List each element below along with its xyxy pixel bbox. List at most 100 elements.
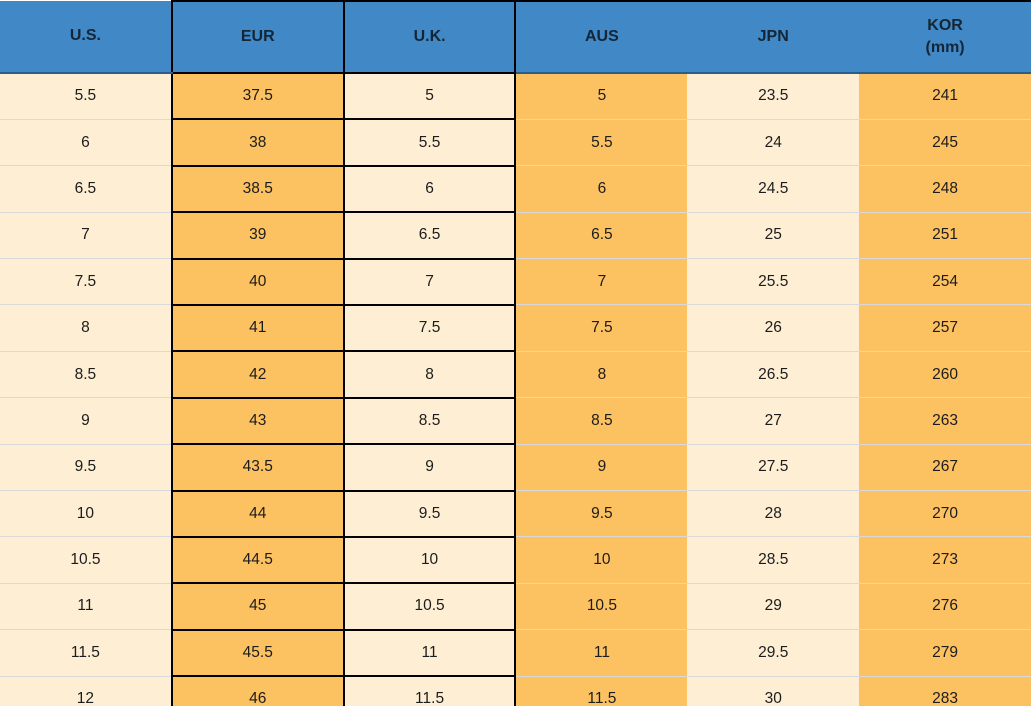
cell-aus: 10.5: [515, 582, 688, 630]
table-row: 6.5 38.5 6 6 24.5 248: [0, 164, 1031, 214]
table-row: 9.5 43.5 9 9 27.5 267: [0, 443, 1031, 492]
cell-uk: 11: [342, 628, 517, 678]
table-row: 11 45 10.5 10.5 29 276: [0, 582, 1031, 631]
table-row: 6 38 5.5 5.5 24 245: [0, 118, 1031, 167]
column-header-uk: U.K.: [342, 0, 517, 74]
cell-uk: 8: [342, 350, 517, 399]
cell-jpn: 24: [687, 118, 860, 166]
table-row: 10 44 9.5 9.5 28 270: [0, 489, 1031, 538]
cell-aus: 5.5: [515, 118, 688, 166]
cell-us: 12: [0, 675, 172, 706]
column-header-eur: EUR: [170, 0, 345, 74]
cell-jpn: 27: [687, 397, 860, 445]
cell-kor: 263: [859, 397, 1031, 445]
cell-kor: 257: [859, 304, 1031, 352]
cell-kor: 241: [859, 72, 1031, 120]
cell-uk: 5.5: [342, 118, 517, 167]
cell-kor: 270: [859, 490, 1031, 537]
cell-kor: 273: [859, 536, 1031, 584]
cell-uk: 6: [342, 164, 517, 214]
column-header-kor-label: KOR: [927, 16, 963, 34]
table-row: 5.5 37.5 5 5 23.5 241: [0, 71, 1031, 121]
cell-uk: 11.5: [342, 675, 517, 706]
cell-eur: 44.5: [170, 535, 345, 585]
cell-aus: 8.5: [515, 397, 688, 445]
cell-aus: 7.5: [515, 304, 688, 352]
cell-us: 11: [0, 582, 172, 630]
cell-eur: 38: [170, 118, 345, 167]
cell-jpn: 25: [687, 211, 860, 259]
cell-jpn: 28.5: [687, 536, 860, 584]
cell-jpn: 29.5: [687, 629, 860, 677]
cell-jpn: 28: [687, 490, 860, 537]
cell-us: 5.5: [0, 72, 172, 120]
cell-eur: 38.5: [170, 164, 345, 214]
table-row: 7.5 40 7 7 25.5 254: [0, 257, 1031, 306]
table-row: 9 43 8.5 8.5 27 263: [0, 396, 1031, 446]
cell-eur: 41: [170, 303, 345, 353]
cell-jpn: 24.5: [687, 165, 860, 213]
cell-jpn: 23.5: [687, 72, 860, 120]
cell-aus: 7: [515, 258, 688, 305]
cell-kor: 276: [859, 582, 1031, 630]
cell-us: 9: [0, 397, 172, 445]
cell-us: 8.5: [0, 350, 172, 398]
table-row: 8.5 42 8 8 26.5 260: [0, 350, 1031, 399]
column-header-jpn: JPN: [687, 0, 860, 74]
cell-uk: 6.5: [342, 211, 517, 260]
header-row: U.S. EUR U.K. AUS JPN KOR (mm): [0, 0, 1031, 74]
cell-uk: 7.5: [342, 303, 517, 353]
cell-uk: 7: [342, 257, 517, 306]
cell-us: 10: [0, 490, 172, 537]
cell-jpn: 25.5: [687, 258, 860, 305]
table-row: 8 41 7.5 7.5 26 257: [0, 303, 1031, 353]
table-row: 11.5 45.5 11 11 29.5 279: [0, 628, 1031, 678]
table-header: U.S. EUR U.K. AUS JPN KOR (mm): [0, 0, 1031, 74]
cell-aus: 5: [515, 72, 688, 120]
cell-eur: 43: [170, 396, 345, 446]
cell-eur: 37.5: [170, 71, 345, 121]
cell-kor: 279: [859, 629, 1031, 677]
cell-eur: 45: [170, 582, 345, 631]
cell-jpn: 30: [687, 675, 860, 706]
cell-uk: 5: [342, 71, 517, 121]
cell-kor: 260: [859, 350, 1031, 398]
cell-kor: 267: [859, 443, 1031, 491]
cell-us: 6: [0, 118, 172, 166]
cell-eur: 39: [170, 211, 345, 260]
column-header-kor: KOR (mm): [859, 0, 1031, 74]
cell-eur: 40: [170, 257, 345, 306]
cell-us: 9.5: [0, 443, 172, 491]
cell-us: 11.5: [0, 629, 172, 677]
cell-aus: 8: [515, 350, 688, 398]
column-header-aus: AUS: [515, 0, 688, 74]
cell-eur: 46: [170, 675, 345, 706]
table-row: 12 46 11.5 11.5 30 283: [0, 675, 1031, 706]
cell-aus: 11.5: [515, 675, 688, 706]
cell-jpn: 26: [687, 304, 860, 352]
cell-kor: 283: [859, 675, 1031, 706]
cell-eur: 44: [170, 489, 345, 538]
cell-aus: 9: [515, 443, 688, 491]
cell-us: 7: [0, 211, 172, 259]
cell-kor: 248: [859, 165, 1031, 213]
cell-aus: 9.5: [515, 490, 688, 537]
table-body: 5.5 37.5 5 5 23.5 241 6 38 5.5 5.5 24 24…: [0, 71, 1031, 706]
cell-us: 7.5: [0, 258, 172, 305]
cell-jpn: 27.5: [687, 443, 860, 491]
cell-eur: 42: [170, 350, 345, 399]
cell-kor: 251: [859, 211, 1031, 259]
column-header-us: U.S.: [0, 1, 172, 74]
cell-uk: 10: [342, 535, 517, 585]
cell-aus: 6: [515, 165, 688, 213]
cell-aus: 10: [515, 536, 688, 584]
cell-aus: 6.5: [515, 211, 688, 259]
cell-eur: 45.5: [170, 628, 345, 678]
cell-kor: 254: [859, 258, 1031, 305]
cell-us: 8: [0, 304, 172, 352]
cell-eur: 43.5: [170, 443, 345, 492]
cell-uk: 8.5: [342, 396, 517, 446]
table-row: 7 39 6.5 6.5 25 251: [0, 211, 1031, 260]
